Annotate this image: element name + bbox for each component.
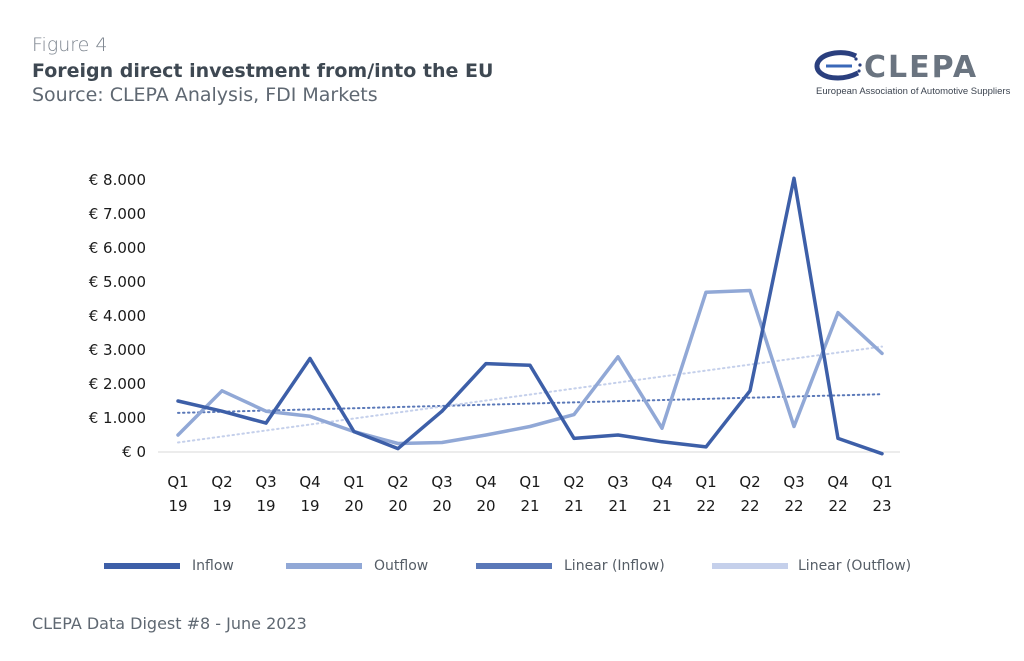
x-tick-year-16: 23	[872, 497, 891, 515]
point-outflow-9	[572, 413, 576, 417]
trendline-inflow	[177, 393, 883, 414]
y-tick-label-0: € 0	[122, 443, 146, 461]
point-inflow-5	[396, 447, 400, 451]
y-tick-label-3: € 3.000	[89, 341, 146, 359]
x-tick-quarter-16: Q1	[871, 473, 892, 491]
point-outflow-1	[220, 389, 224, 393]
trendline-outflow	[177, 345, 883, 444]
point-outflow-10	[616, 355, 620, 359]
point-outflow-14	[792, 425, 796, 428]
x-tick-quarter-3: Q4	[299, 473, 320, 491]
point-outflow-12	[704, 290, 708, 294]
point-inflow-10	[616, 433, 620, 437]
legend-label-inflow: Inflow	[192, 558, 234, 574]
x-tick-year-8: 21	[520, 497, 539, 515]
x-tick-quarter-7: Q4	[475, 473, 496, 491]
logo-wordmark: CLEPA	[864, 50, 979, 85]
point-inflow-0	[176, 399, 180, 403]
legend-label-outflow: Outflow	[374, 558, 428, 574]
chart-title: Foreign direct investment from/into the …	[32, 60, 494, 82]
point-inflow-12	[704, 445, 708, 449]
x-tick-year-5: 20	[388, 497, 407, 515]
x-tick-year-13: 22	[740, 497, 759, 515]
point-inflow-4	[352, 430, 356, 434]
point-inflow-2	[264, 421, 268, 425]
footer-note: CLEPA Data Digest #8 - June 2023	[32, 614, 307, 633]
y-tick-label-7: € 7.000	[89, 205, 146, 223]
point-inflow-8	[528, 363, 532, 367]
x-tick-year-2: 19	[256, 497, 275, 515]
point-outflow-7	[484, 433, 488, 437]
x-tick-quarter-12: Q1	[695, 473, 716, 491]
y-tick-label-6: € 6.000	[89, 239, 146, 257]
x-tick-year-11: 21	[652, 497, 671, 515]
x-tick-year-4: 20	[344, 497, 363, 515]
x-tick-quarter-1: Q2	[211, 473, 232, 491]
x-tick-quarter-2: Q3	[255, 473, 276, 491]
y-tick-label-2: € 2.000	[89, 375, 146, 393]
y-tick-label-5: € 5.000	[89, 273, 146, 291]
point-outflow-3	[308, 414, 312, 418]
point-inflow-11	[660, 440, 664, 444]
point-outflow-13	[748, 289, 752, 292]
point-inflow-14	[792, 176, 796, 180]
clepa-logo-mark-icon	[814, 50, 862, 81]
source-note: Source: CLEPA Analysis, FDI Markets	[32, 84, 378, 106]
figure-label: Figure 4	[32, 34, 108, 56]
x-tick-quarter-5: Q2	[387, 473, 408, 491]
x-tick-quarter-14: Q3	[783, 473, 804, 491]
point-inflow-13	[748, 389, 752, 393]
x-tick-year-9: 21	[564, 497, 583, 515]
legend-label-linear-outflow: Linear (Outflow)	[798, 558, 911, 574]
logo-subtitle: European Association of Automotive Suppl…	[816, 86, 1011, 97]
point-outflow-16	[880, 351, 884, 355]
x-tick-quarter-6: Q3	[431, 473, 452, 491]
x-tick-year-12: 22	[696, 497, 715, 515]
x-tick-year-3: 19	[300, 497, 319, 515]
x-tick-quarter-8: Q1	[519, 473, 540, 491]
y-tick-label-4: € 4.000	[89, 307, 146, 325]
x-tick-year-0: 19	[168, 497, 187, 515]
x-tick-quarter-11: Q4	[651, 473, 672, 491]
point-inflow-1	[220, 409, 224, 413]
point-inflow-3	[308, 357, 312, 360]
line-chart: € 0 € 1.000 € 2.000 € 3.000 € 4.000 € 5.000 € …	[89, 171, 911, 574]
point-outflow-6	[440, 440, 444, 444]
point-inflow-16	[880, 452, 884, 456]
x-tick-quarter-9: Q2	[563, 473, 584, 491]
point-outflow-11	[660, 426, 664, 430]
point-inflow-15	[836, 436, 840, 440]
x-tick-year-15: 22	[828, 497, 847, 515]
x-tick-quarter-15: Q4	[827, 473, 848, 491]
x-tick-quarter-0: Q1	[167, 473, 188, 491]
point-outflow-2	[264, 409, 268, 413]
legend-label-linear-inflow: Linear (Inflow)	[564, 558, 665, 574]
x-tick-year-1: 19	[212, 497, 231, 515]
point-inflow-7	[484, 362, 488, 366]
x-tick-year-7: 20	[476, 497, 495, 515]
point-outflow-0	[176, 433, 180, 437]
point-inflow-6	[440, 409, 444, 413]
clepa-logo: CLEPA European Association of Automotive…	[812, 48, 1010, 100]
x-tick-year-6: 20	[432, 497, 451, 515]
x-tick-year-10: 21	[608, 497, 627, 515]
x-tick-quarter-4: Q1	[343, 473, 364, 491]
x-tick-quarter-10: Q3	[607, 473, 628, 491]
point-outflow-15	[836, 311, 840, 315]
y-tick-label-1: € 1.000	[89, 409, 146, 427]
y-tick-label-8: € 8.000	[89, 171, 146, 189]
point-outflow-8	[528, 425, 532, 428]
x-tick-year-14: 22	[784, 497, 803, 515]
point-inflow-9	[572, 436, 576, 440]
x-tick-quarter-13: Q2	[739, 473, 760, 491]
point-outflow-5	[396, 442, 400, 445]
